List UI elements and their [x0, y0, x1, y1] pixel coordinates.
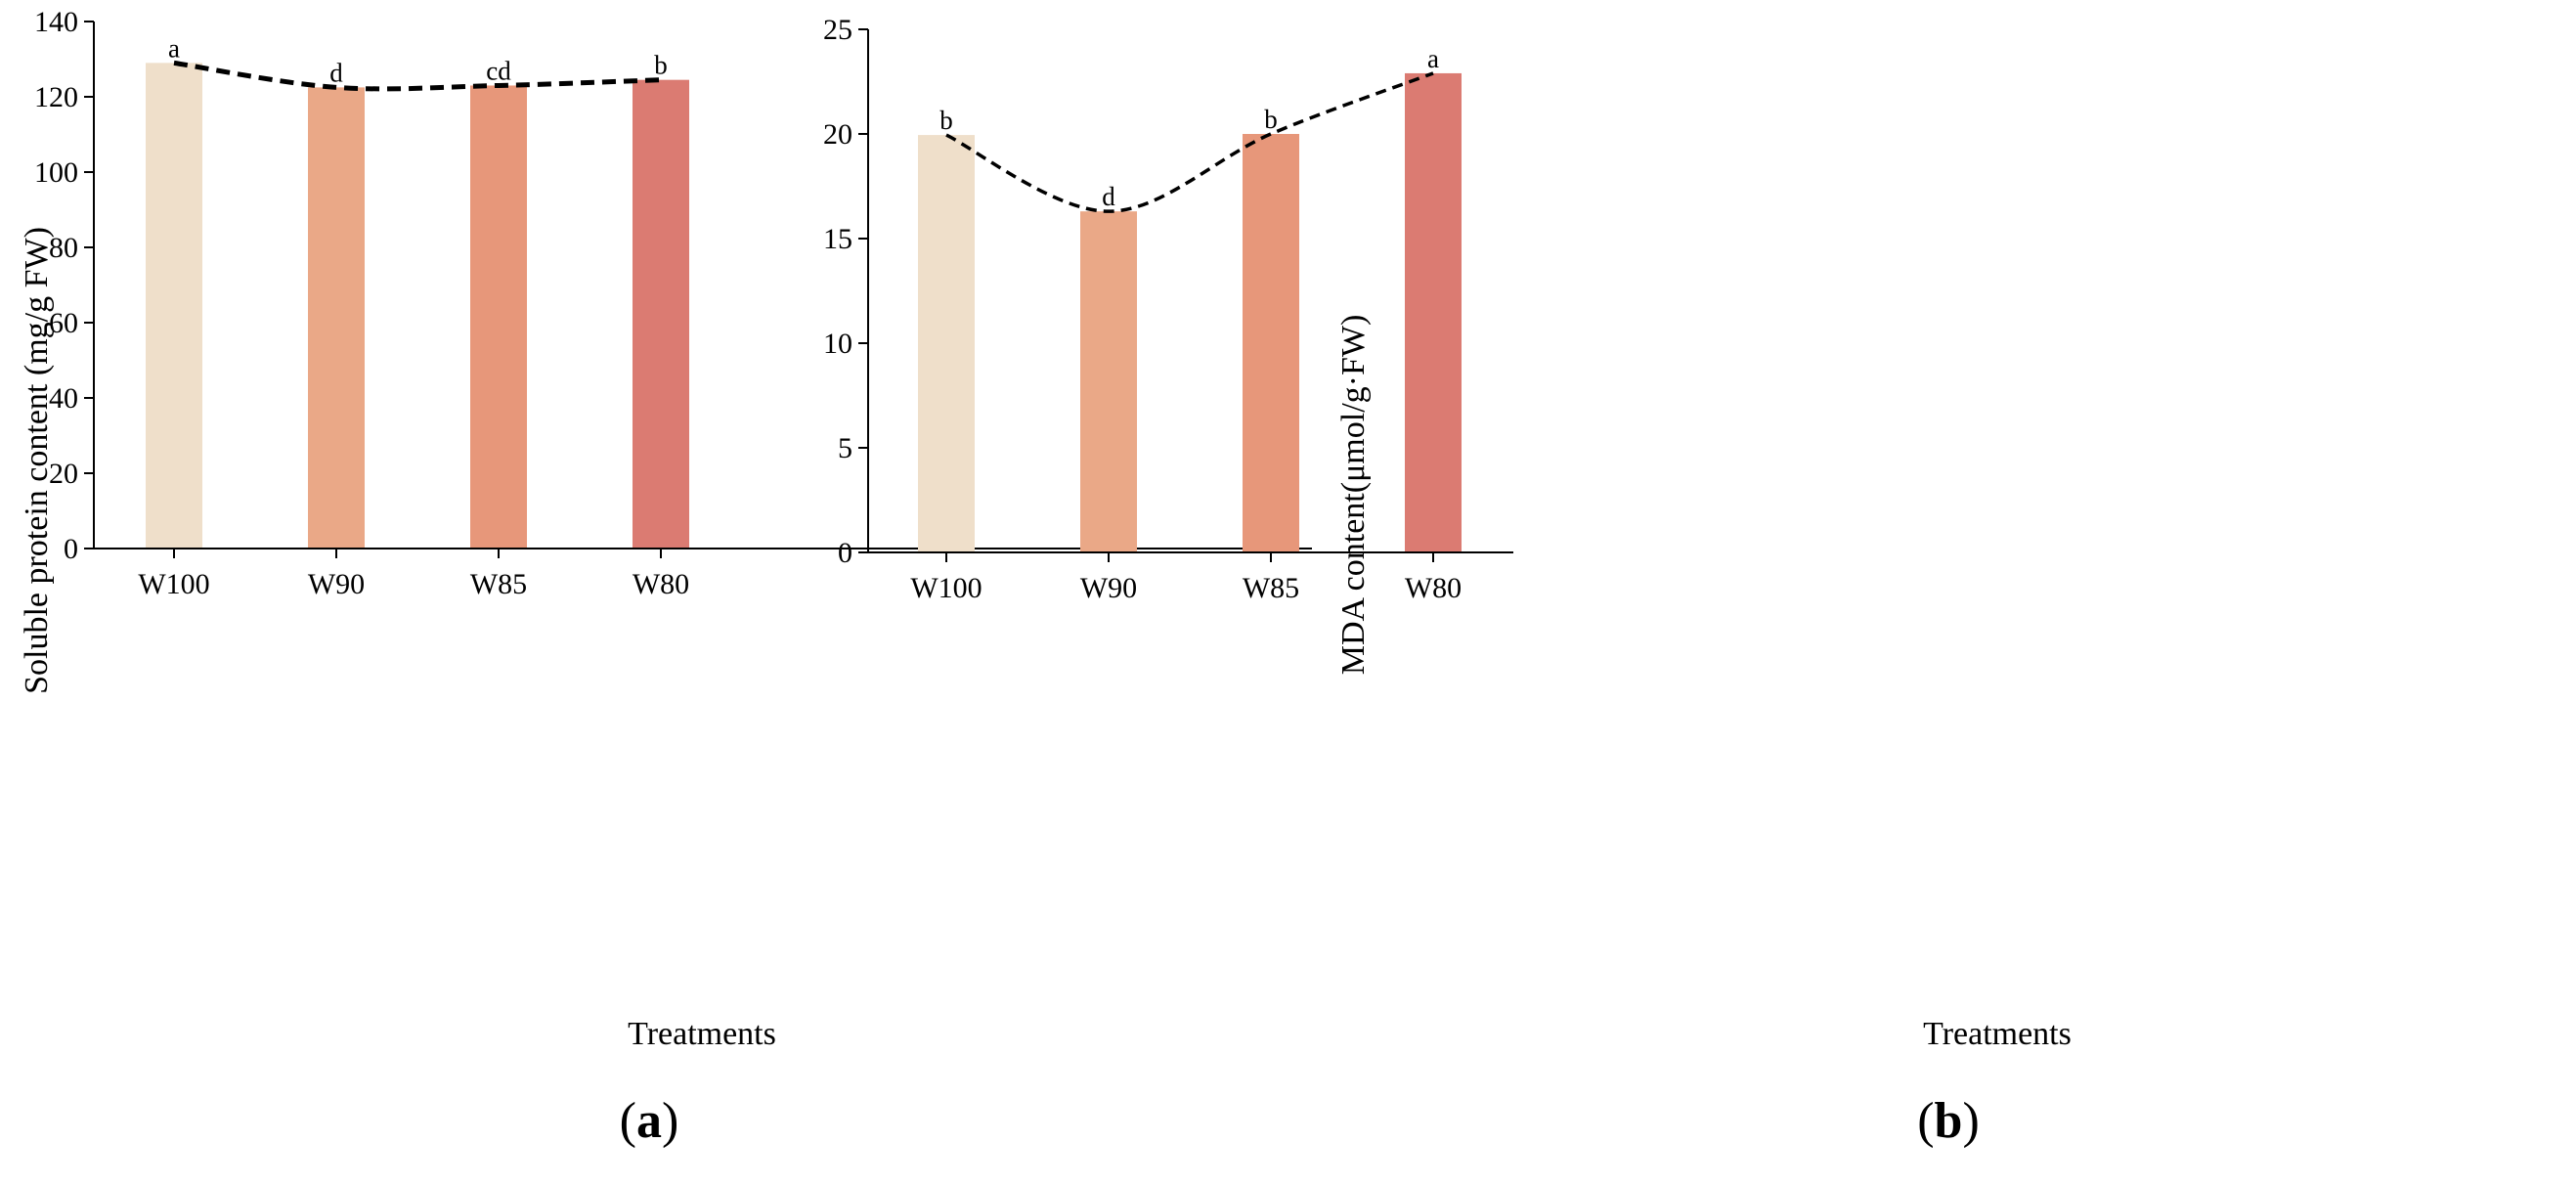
y-tick-label-a: 140	[34, 6, 78, 38]
y-tick-label-b: 10	[823, 328, 852, 360]
significance-label-b-w85: b	[1264, 105, 1278, 134]
y-ticks-b: 0 5 10 15 20 25	[823, 14, 868, 569]
y-tick-label-b: 5	[838, 432, 852, 464]
x-axis-title-a: Treatments	[628, 1016, 776, 1052]
x-tick-label-a-w100: W100	[138, 568, 209, 600]
y-tick-label-a: 20	[49, 458, 78, 490]
significance-label-b-w100: b	[939, 106, 953, 135]
x-axis-title-b: Treatments	[1923, 1016, 2072, 1052]
bar-a-w80	[633, 79, 689, 549]
bars-b	[918, 72, 1462, 552]
panel-label-a: (a)	[620, 1093, 679, 1149]
bar-b-w85	[1243, 134, 1299, 552]
trend-line-b	[945, 71, 1434, 213]
significance-label-b-w80: a	[1427, 44, 1439, 73]
trend-line-a	[173, 60, 662, 92]
significance-labels-a: a d cd b	[168, 33, 668, 87]
bar-b-w80	[1405, 72, 1462, 552]
y-tick-label-a: 0	[64, 533, 78, 565]
y-tick-label-b: 15	[823, 223, 852, 255]
trend-a	[173, 60, 662, 92]
y-tick-label-a: 120	[34, 81, 78, 113]
y-axis-title-a: Soluble protein content (mg/g FW)	[19, 227, 55, 694]
y-axis-title-b: MDA content(μmol/g·FW)	[1335, 315, 1372, 676]
x-tick-label-a-w85: W85	[470, 568, 527, 600]
panel-label-b: (b)	[1917, 1093, 1980, 1149]
x-tick-label-b-w85: W85	[1243, 572, 1299, 604]
y-ticks-a: 0 20 40 60 80 100 120 140	[34, 6, 94, 565]
y-tick-label-a: 40	[49, 382, 78, 415]
panel-letter-a: a	[636, 1093, 662, 1149]
trend-b	[945, 71, 1434, 213]
y-tick-label-a: 80	[49, 232, 78, 264]
x-tick-label-a-w90: W90	[308, 568, 365, 600]
significance-label-a-w85: cd	[486, 56, 511, 85]
significance-label-a-w90: d	[329, 58, 343, 87]
panel-letter-b: b	[1935, 1093, 1963, 1149]
chart-panel-b: b d b a 0 5 10 15 20 25 W100 W90 W85 W80 Treatments…	[823, 14, 2072, 1149]
y-tick-label-a: 60	[49, 307, 78, 339]
significance-label-b-w90: d	[1102, 182, 1115, 211]
significance-labels-b: b d b a	[939, 44, 1439, 211]
significance-label-a-w100: a	[168, 33, 180, 63]
x-ticks-a: W100 W90 W85 W80	[138, 549, 689, 600]
y-tick-label-a: 100	[34, 156, 78, 189]
x-tick-label-a-w80: W80	[633, 568, 689, 600]
axes-b	[867, 29, 1513, 553]
bar-b-w100	[918, 135, 975, 552]
x-tick-label-b-w80: W80	[1405, 572, 1462, 604]
y-tick-label-b: 0	[838, 537, 852, 569]
bar-a-w100	[146, 63, 202, 549]
bar-a-w90	[308, 87, 365, 549]
significance-label-a-w80: b	[654, 51, 668, 80]
bar-a-w85	[470, 85, 527, 549]
bars-a	[146, 63, 689, 549]
bar-b-w90	[1080, 211, 1137, 552]
x-tick-label-b-w100: W100	[910, 572, 982, 604]
x-ticks-b: W100 W90 W85 W80	[910, 552, 1462, 604]
y-tick-label-b: 25	[823, 14, 852, 46]
y-tick-label-b: 20	[823, 118, 852, 151]
x-tick-label-b-w90: W90	[1080, 572, 1137, 604]
